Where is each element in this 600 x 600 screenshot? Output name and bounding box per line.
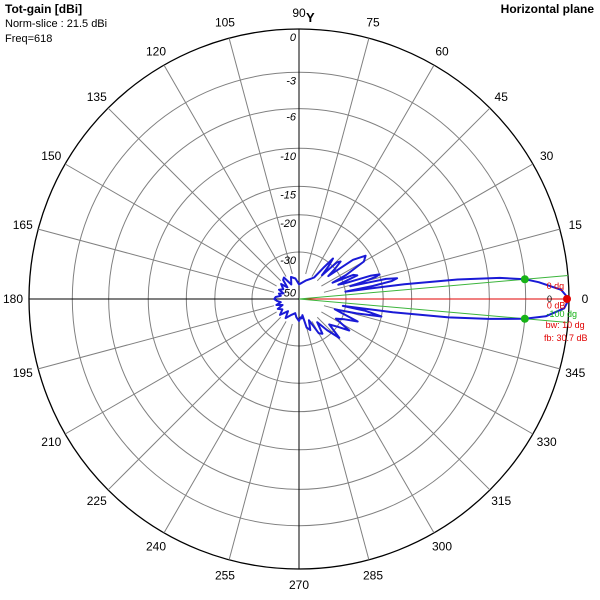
- grid-spoke: [323, 305, 560, 370]
- angle-tick-label: 315: [491, 494, 511, 508]
- db-tick-label: -30: [280, 255, 297, 267]
- norm-slice-label: Norm-slice : 21.5 dBi: [5, 18, 108, 30]
- angle-tick-label: 225: [87, 494, 107, 508]
- angle-tick-label: 255: [215, 568, 235, 582]
- angle-tick-label: 165: [13, 218, 33, 232]
- angle-tick-label: 210: [41, 435, 61, 449]
- frequency-label: Freq=618: [5, 33, 53, 45]
- marker-annotation: 0 dB: [547, 300, 566, 310]
- db-tick-label: -50: [280, 287, 297, 299]
- db-labels: 0 -3 -6 -10 -15 -20 -30 -50: [280, 32, 297, 299]
- grid-spoke: [107, 107, 282, 282]
- pattern-trace: [273, 254, 570, 339]
- beamwidth-marker: [520, 314, 529, 323]
- marker-annotation: fb: 30.7 dB: [544, 333, 588, 343]
- db-tick-label: -15: [280, 189, 297, 201]
- db-tick-label: -20: [280, 218, 297, 230]
- angle-tick-label: 240: [146, 540, 166, 554]
- chart-title: Tot-gain [dBi]: [5, 2, 83, 16]
- grid-spoke: [305, 323, 370, 560]
- marker-annotation: 0: [547, 294, 552, 304]
- marker-annotation: -100 dg: [547, 309, 578, 319]
- angle-tick-label: 180: [3, 292, 23, 306]
- max-gain-marker: [563, 295, 571, 303]
- angle-tick-label: 90: [292, 6, 306, 20]
- grid-spoke: [163, 64, 287, 277]
- angle-tick-label: 300: [432, 540, 452, 554]
- grid-spoke: [228, 38, 293, 275]
- angle-tick-label: 195: [13, 366, 33, 380]
- beamwidth-marker: [520, 275, 529, 284]
- angle-tick-label: 150: [41, 149, 61, 163]
- marker-annotation: 0 dg: [547, 281, 565, 291]
- grid-spoke: [321, 311, 534, 435]
- grid-spoke: [311, 321, 435, 534]
- marker-annotation: bw: 10 dg: [546, 320, 585, 330]
- grid-spokes: [38, 38, 560, 560]
- angle-tick-label: 270: [289, 578, 309, 592]
- angle-tick-label: 30: [540, 149, 554, 163]
- db-tick-label: -3: [286, 75, 297, 87]
- angle-tick-label: 105: [215, 16, 235, 30]
- db-tick-label: 0: [290, 32, 297, 44]
- grid-spoke: [228, 323, 293, 560]
- angle-tick-label: 120: [146, 44, 166, 58]
- angle-tick-label: 135: [87, 90, 107, 104]
- grid-spoke: [305, 38, 370, 275]
- angle-tick-label: 0: [582, 292, 589, 306]
- grid-spoke: [321, 163, 534, 287]
- angle-tick-label: 60: [435, 44, 449, 58]
- grid-spoke: [64, 163, 277, 287]
- grid-spoke: [163, 321, 287, 534]
- angle-labels: 0 15 30 45 60 75 90 105 120 135 150 165 180 195 210 225…: [3, 6, 589, 592]
- angle-tick-label: 15: [569, 218, 583, 232]
- grid-spoke: [38, 228, 275, 293]
- angle-tick-label: 45: [495, 90, 509, 104]
- grid-spoke: [311, 64, 435, 277]
- grid-spoke: [316, 316, 491, 491]
- radiation-pattern: [273, 254, 570, 339]
- db-tick-label: -6: [286, 112, 297, 124]
- angle-tick-label: 345: [565, 366, 585, 380]
- y-axis-label: Y: [306, 10, 315, 25]
- db-tick-label: -10: [280, 151, 297, 163]
- grid-spoke: [38, 305, 275, 370]
- angle-tick-label: 285: [363, 568, 383, 582]
- angle-tick-label: 75: [366, 16, 380, 30]
- grid-spoke: [316, 107, 491, 282]
- angle-tick-label: 330: [537, 435, 557, 449]
- grid-spoke: [64, 311, 277, 435]
- grid-spoke: [107, 316, 282, 491]
- plane-label: Horizontal plane: [500, 2, 594, 16]
